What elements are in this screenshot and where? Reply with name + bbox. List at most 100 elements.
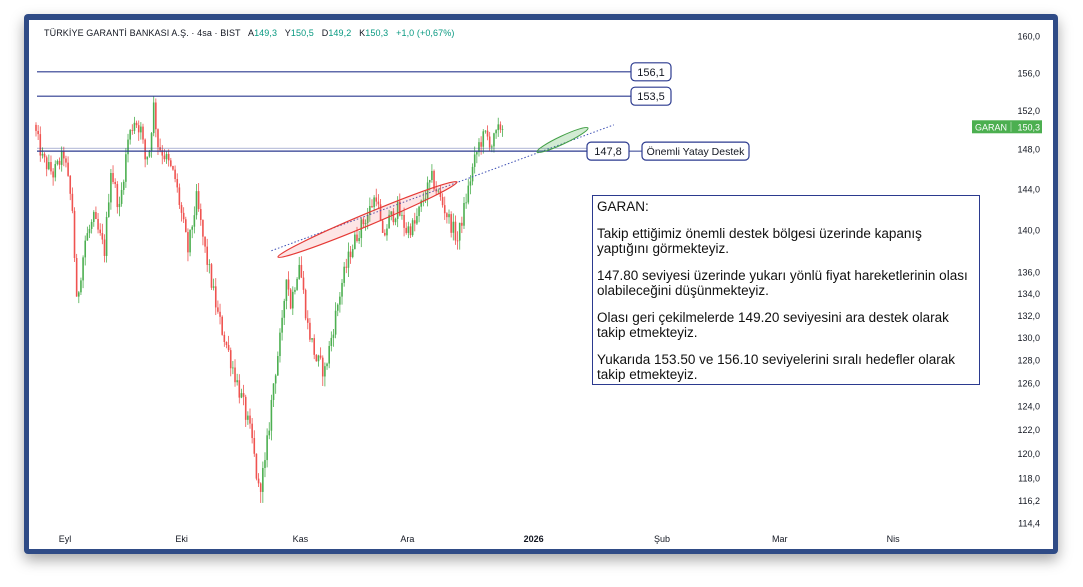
level-label-box [630, 86, 672, 106]
candle-body [326, 363, 328, 367]
candle-body [210, 264, 213, 288]
candle-body [45, 157, 48, 170]
candle-body [407, 226, 410, 233]
candle-body [283, 300, 286, 318]
candle-body [420, 200, 422, 207]
candle-body [270, 399, 273, 431]
candle-body [493, 133, 495, 147]
candle-body [95, 212, 97, 219]
candle-body [163, 155, 166, 160]
candle-body [324, 366, 326, 377]
candle-body [279, 332, 281, 357]
candle-body [185, 219, 187, 233]
note-paragraph: Takip ettiğimiz önemli destek bölgesi üz… [597, 226, 922, 256]
candle-body [287, 279, 290, 290]
candle-body [416, 216, 418, 224]
candle-body [75, 257, 78, 297]
candle-body [116, 184, 119, 208]
candle-body [155, 102, 157, 130]
candle-body [375, 197, 378, 202]
candle-body [384, 232, 386, 236]
candle-body [296, 278, 298, 290]
candle-body [202, 219, 204, 237]
candle-body [266, 435, 268, 461]
y-tick-label: 122,0 [1017, 425, 1040, 435]
candle-body [379, 204, 382, 221]
candle-body [43, 153, 46, 158]
candle-body [144, 139, 146, 160]
y-axis: 160,0 156,0 152,0 148,0 144,0 140,0 136,0 134,0… [972, 32, 1042, 529]
candle-body [219, 311, 221, 317]
x-tick-label: Ara [400, 534, 414, 544]
candle-body [424, 198, 427, 201]
candle-body [285, 279, 288, 301]
candle-body [217, 307, 219, 312]
candle-body [334, 310, 337, 335]
candle-body [206, 246, 208, 265]
candle-body [480, 142, 482, 147]
candle-body [321, 357, 324, 377]
candle-body [110, 173, 112, 203]
candle-body [195, 191, 198, 216]
candle-body [428, 180, 431, 183]
candle-body [238, 380, 241, 398]
candle-body [208, 264, 211, 266]
candle-body [332, 334, 335, 338]
candle-body [142, 126, 144, 140]
candle-body [304, 289, 307, 319]
open-value: 149,3 [254, 28, 278, 38]
candle-body [125, 154, 127, 182]
y-tick-label: 148,0 [1017, 145, 1040, 155]
candle-body [60, 150, 63, 165]
candle-body [37, 130, 39, 135]
candle-body [247, 415, 249, 420]
candle-body [274, 375, 277, 384]
high-value: 150,5 [290, 28, 314, 38]
candle-body [255, 453, 258, 479]
candle-body [471, 166, 474, 182]
candle-body [458, 222, 461, 241]
candle-body [170, 160, 172, 167]
candle-body [103, 239, 106, 256]
candle-body [159, 147, 161, 151]
candle-body [386, 228, 388, 236]
candle-body [499, 124, 502, 130]
candle-body [232, 367, 234, 369]
candle-body [234, 367, 236, 383]
highlight-ellipse [536, 126, 589, 154]
candle-body [294, 289, 296, 292]
candle-body [336, 304, 339, 311]
candle-body [364, 223, 367, 225]
candle-body [289, 289, 292, 309]
candle-body [486, 130, 489, 137]
candle-body [150, 133, 153, 151]
x-tick-label: 2026 [524, 534, 544, 544]
candle-body [99, 229, 101, 234]
high-label: Y [284, 28, 291, 38]
candle-body [298, 264, 301, 279]
candle-body [317, 355, 320, 362]
candle-body [88, 228, 91, 234]
candle-body [112, 173, 114, 182]
candle-body [63, 150, 65, 159]
candle-body [73, 210, 76, 258]
candle-body [319, 355, 322, 358]
candle-body [366, 214, 369, 224]
candle-body [157, 129, 159, 148]
candle-body [257, 478, 260, 484]
x-tick-label: Eki [175, 534, 188, 544]
candle-body [223, 334, 226, 342]
candle-body [193, 215, 196, 227]
candle-body [58, 160, 61, 165]
y-tick-label: 124,0 [1017, 402, 1040, 412]
candle-body [452, 221, 455, 233]
candle-body [199, 209, 202, 220]
candle-body [189, 229, 191, 253]
price-tag-price: 150,3 [1017, 122, 1040, 132]
candle-body [403, 214, 405, 228]
candle-body [450, 214, 452, 233]
candle-body [137, 125, 140, 133]
candle-body [426, 182, 429, 199]
candle-body [306, 318, 309, 323]
